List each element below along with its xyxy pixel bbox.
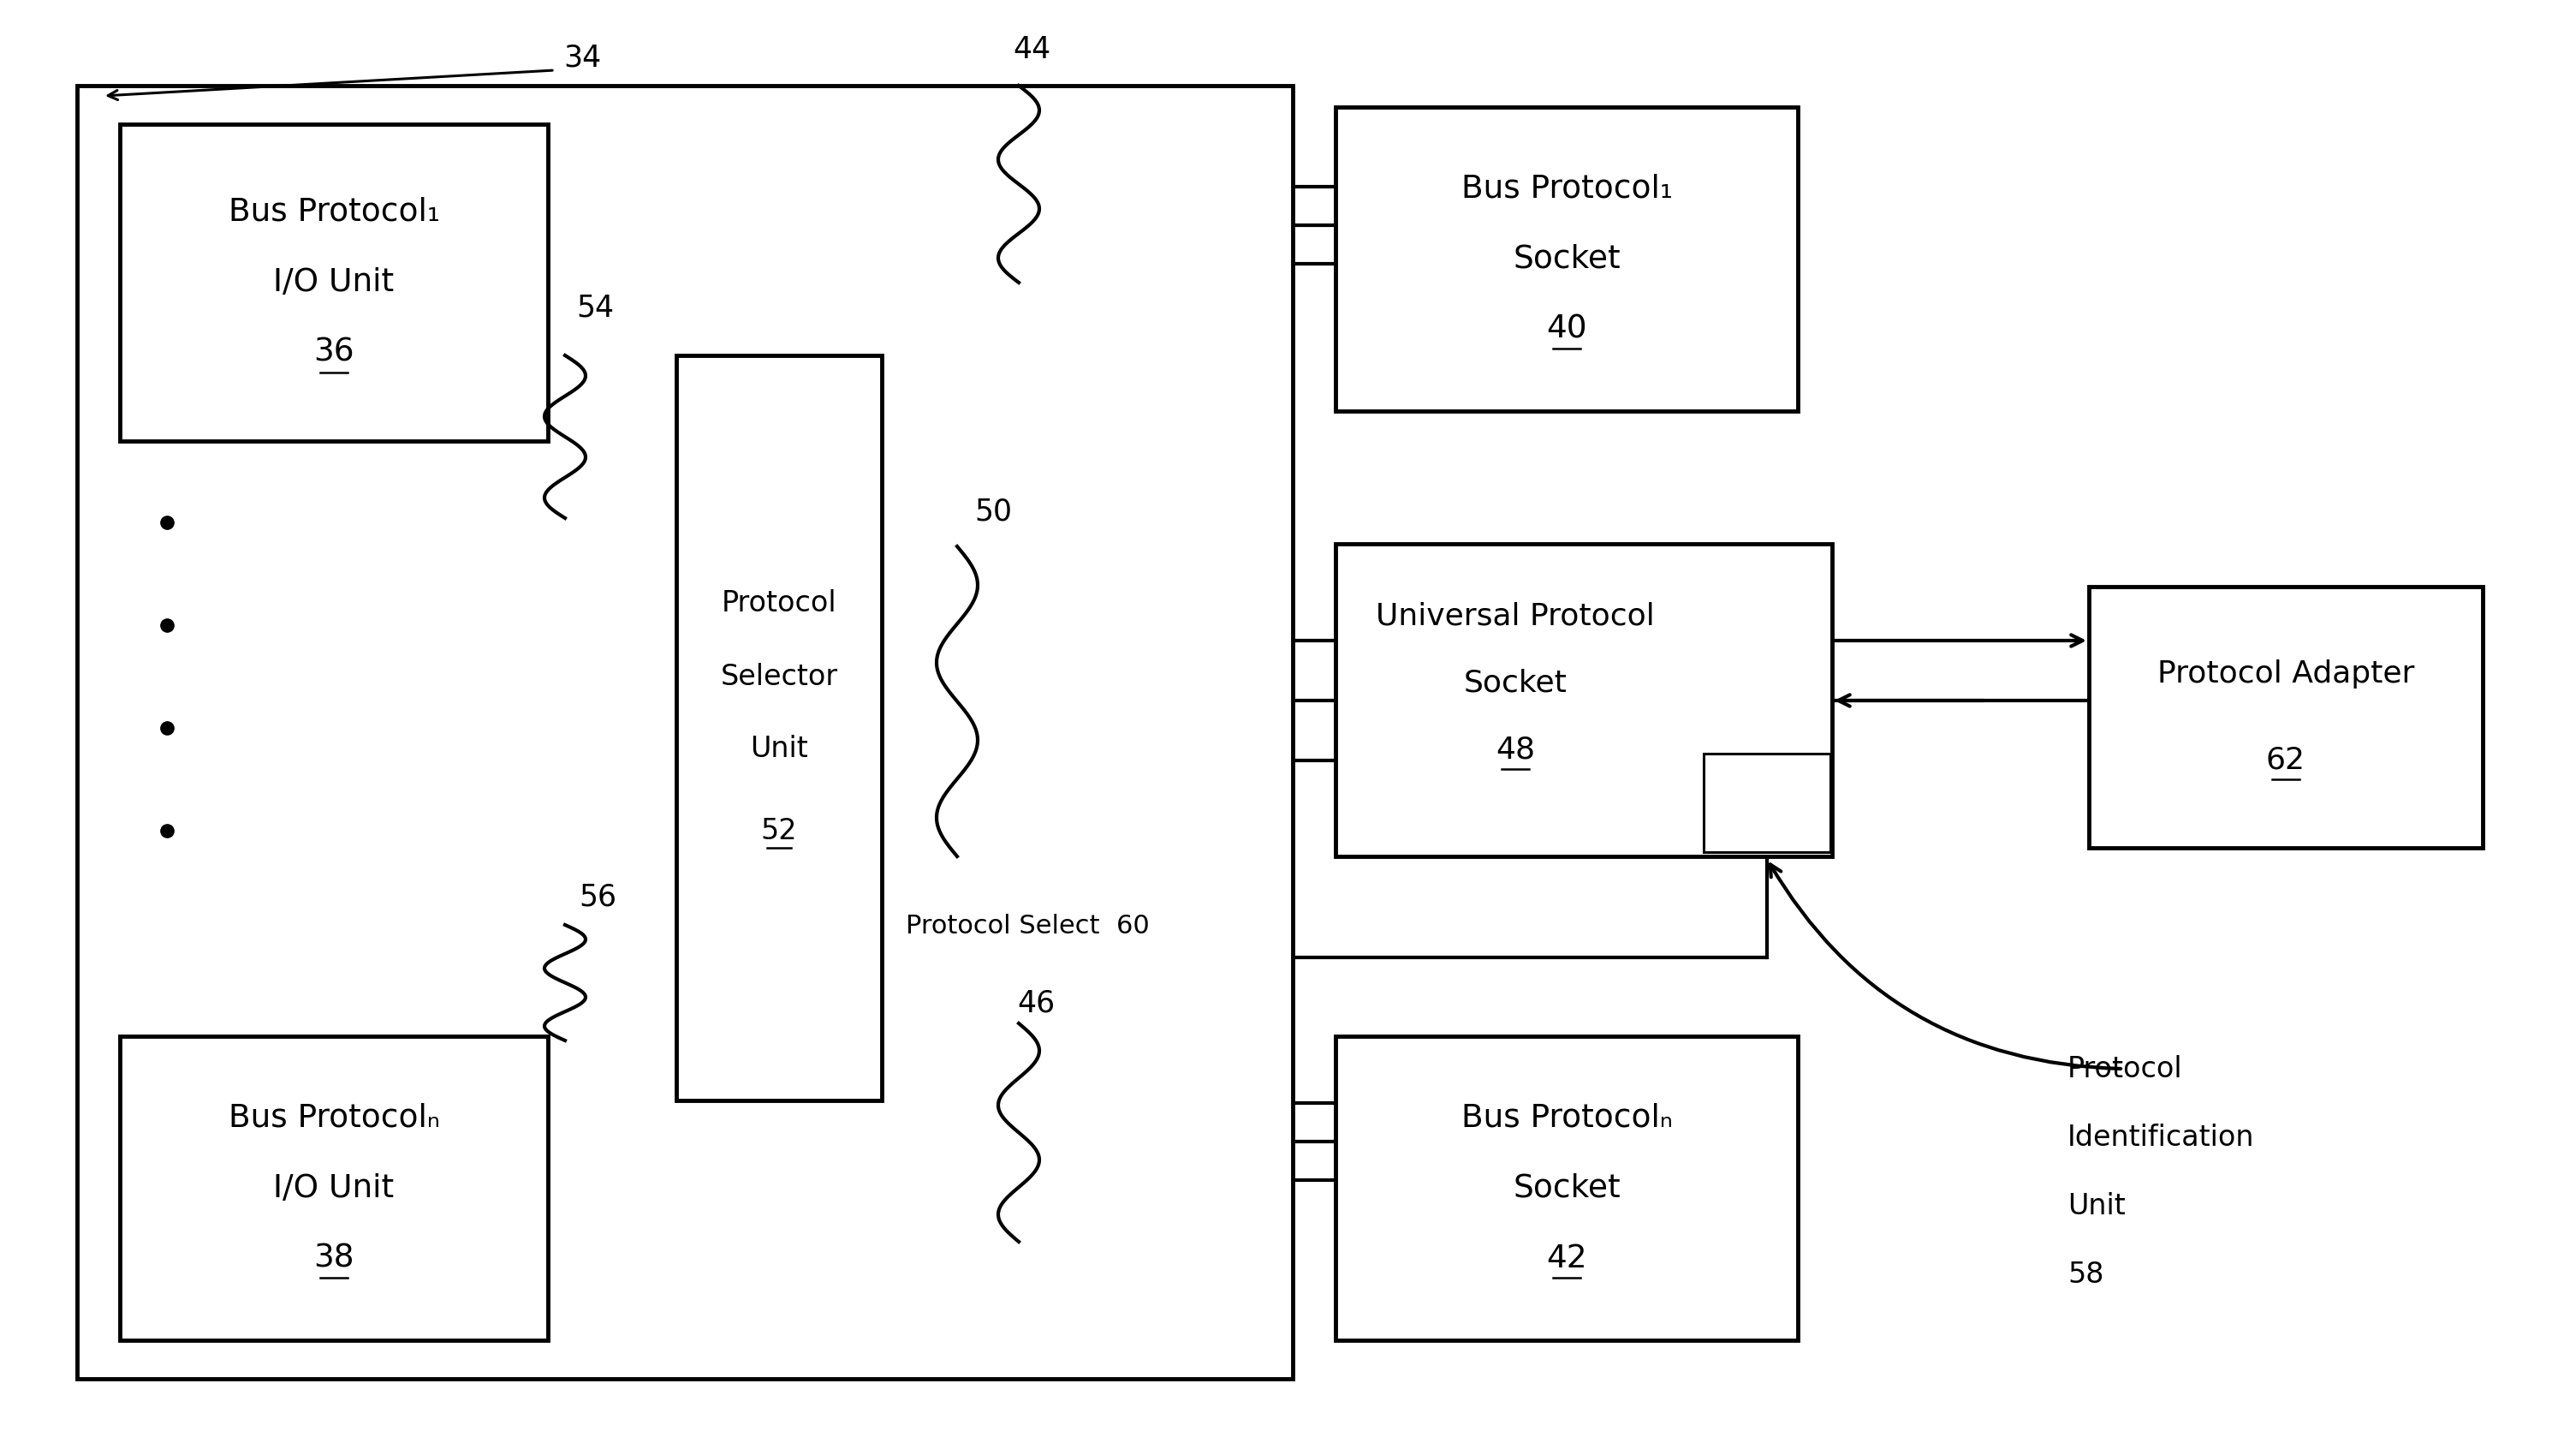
Text: Bus Protocol₁: Bus Protocol₁ [1461, 173, 1672, 205]
Bar [1703, 753, 1832, 853]
Text: Socket: Socket [1463, 668, 1566, 697]
Bar [1334, 107, 1798, 411]
Bar [2089, 587, 2483, 848]
Text: Unit: Unit [750, 734, 809, 763]
Text: 46: 46 [1018, 988, 1054, 1019]
Text: Selector: Selector [721, 662, 837, 691]
Text: I/O Unit: I/O Unit [273, 1173, 394, 1203]
Text: 34: 34 [564, 43, 600, 72]
Text: 62: 62 [2267, 746, 2306, 775]
Text: Bus Protocol₁: Bus Protocol₁ [229, 196, 440, 228]
Bar [1334, 544, 1832, 856]
Text: 44: 44 [1012, 35, 1051, 65]
Text: Identification: Identification [2069, 1123, 2254, 1152]
Text: 56: 56 [580, 883, 616, 912]
Text: Universal Protocol: Universal Protocol [1376, 602, 1654, 631]
Text: Protocol Select  60: Protocol Select 60 [907, 915, 1149, 939]
Text: 48: 48 [1497, 734, 1535, 765]
Text: 40: 40 [1546, 315, 1587, 345]
Text: 54: 54 [577, 294, 613, 323]
Text: 38: 38 [314, 1242, 355, 1274]
Text: Protocol Adapter: Protocol Adapter [2156, 659, 2414, 688]
Text: 52: 52 [760, 817, 799, 844]
Text: Socket: Socket [1512, 1173, 1620, 1203]
Text: 36: 36 [314, 338, 355, 368]
Text: 50: 50 [974, 498, 1012, 527]
Text: Socket: Socket [1512, 244, 1620, 274]
Bar [121, 1036, 549, 1341]
Text: Unit: Unit [2069, 1192, 2125, 1219]
Bar [677, 355, 881, 1101]
Text: 42: 42 [1546, 1242, 1587, 1274]
Text: 58: 58 [2069, 1260, 2105, 1289]
Bar [1334, 1036, 1798, 1341]
Bar [77, 85, 1293, 1378]
Text: Protocol: Protocol [721, 590, 837, 618]
Text: Bus Protocolₙ: Bus Protocolₙ [229, 1102, 440, 1133]
Text: Bus Protocolₙ: Bus Protocolₙ [1461, 1102, 1672, 1133]
Text: I/O Unit: I/O Unit [273, 267, 394, 299]
Text: Protocol: Protocol [2069, 1055, 2182, 1082]
Bar [121, 124, 549, 442]
